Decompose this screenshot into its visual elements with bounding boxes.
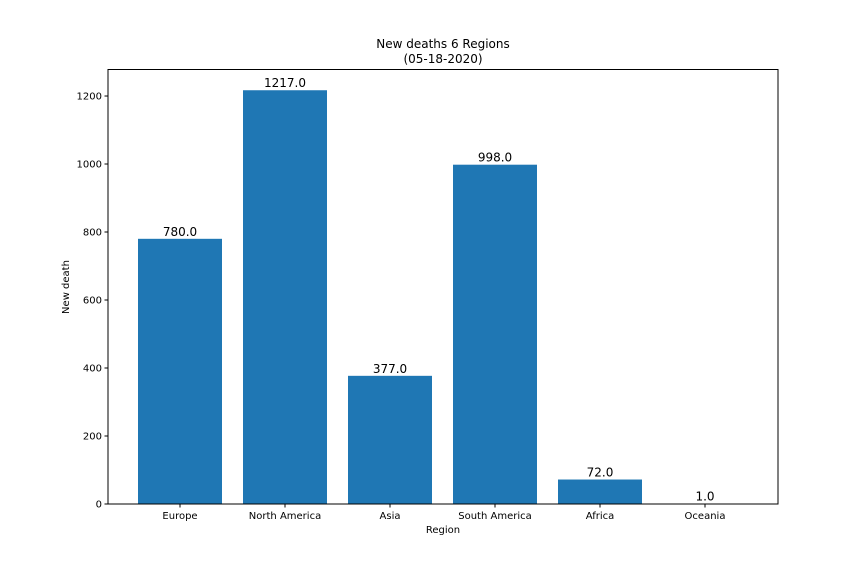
x-tick-label-europe: Europe — [162, 511, 197, 522]
x-tick-label-oceania: Oceania — [685, 511, 726, 522]
y-axis-label: New death — [61, 260, 72, 314]
y-tick-label-400: 400 — [83, 364, 102, 375]
plot-frame — [107, 69, 779, 505]
y-tick-label-0: 0 — [96, 500, 102, 511]
chart-subtitle: (05-18-2020) — [403, 52, 482, 66]
data-labels-group: 780.0 1217.0 377.0 998.0 72.0 1.0 — [163, 76, 715, 503]
bar-north-america — [243, 90, 327, 504]
bar-africa — [558, 479, 642, 504]
chart-title: New deaths 6 Regions — [376, 37, 510, 51]
x-tick-label-africa: Africa — [586, 511, 615, 522]
y-tick-label-600: 600 — [83, 296, 102, 307]
y-tick-label-1200: 1200 — [77, 92, 102, 103]
data-label-oceania: 1.0 — [695, 490, 714, 504]
x-tick-label-north-america: North America — [249, 511, 321, 522]
data-label-asia: 377.0 — [373, 362, 407, 376]
data-label-north-america: 1217.0 — [264, 76, 306, 90]
data-label-europe: 780.0 — [163, 225, 197, 239]
data-label-africa: 72.0 — [587, 466, 614, 480]
y-axis-ticks: 0 200 400 600 800 1000 1200 — [77, 92, 108, 511]
y-tick-label-800: 800 — [83, 228, 102, 239]
x-tick-label-south-america: South America — [458, 511, 532, 522]
x-tick-label-asia: Asia — [380, 511, 401, 522]
bars-group — [138, 90, 747, 505]
y-tick-label-1000: 1000 — [77, 160, 102, 171]
bar-europe — [138, 238, 222, 505]
y-tick-label-200: 200 — [83, 432, 102, 443]
x-axis-ticks: Europe North America Asia South America Afri… — [162, 504, 725, 522]
x-axis-label: Region — [426, 525, 460, 536]
bar-south-america — [453, 164, 537, 504]
data-label-south-america: 998.0 — [478, 151, 512, 165]
bar-asia — [348, 375, 432, 504]
